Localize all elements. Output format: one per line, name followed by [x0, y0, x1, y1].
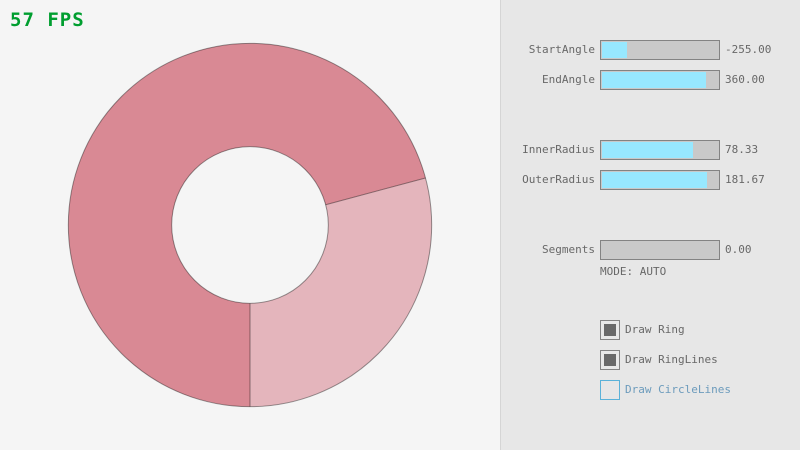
draw-ringlines-checkbox[interactable] [600, 350, 620, 370]
draw-ring-checkbox[interactable] [600, 320, 620, 340]
ring-segment [68, 43, 426, 407]
mode-label: MODE: AUTO [600, 265, 667, 278]
startangle-slider[interactable] [600, 40, 720, 60]
startangle-label: StartAngle [528, 43, 595, 56]
draw-circlelines-checkbox[interactable] [600, 380, 620, 400]
outerradius-slider-fill [602, 172, 708, 188]
ring-drawing [67, 42, 433, 408]
draw-ring-checkmark [604, 324, 616, 336]
endangle-slider[interactable] [600, 70, 720, 90]
innerradius-value: 78.33 [725, 143, 759, 156]
endangle-label: EndAngle [542, 73, 595, 86]
outerradius-label: OuterRadius [522, 173, 595, 186]
draw-ringlines-label: Draw RingLines [625, 353, 718, 366]
outerradius-slider[interactable] [600, 170, 720, 190]
innerradius-slider-fill [602, 142, 693, 158]
draw-ring-label: Draw Ring [625, 323, 685, 336]
startangle-value: -255.00 [725, 43, 772, 56]
ring-line [171, 146, 329, 304]
endangle-value: 360.00 [725, 73, 765, 86]
innerradius-label: InnerRadius [522, 143, 595, 156]
segments-label: Segments [542, 243, 595, 256]
ring-line [67, 42, 433, 408]
draw-circlelines-label: Draw CircleLines [625, 383, 731, 396]
draw-ringlines-checkmark [604, 354, 616, 366]
outerradius-value: 181.67 [725, 173, 765, 186]
segments-slider[interactable] [600, 240, 720, 260]
innerradius-slider[interactable] [600, 140, 720, 160]
segments-value: 0.00 [725, 243, 752, 256]
ring-segment [250, 177, 432, 407]
fps-counter: 57 FPS [10, 9, 85, 31]
endangle-slider-fill [602, 72, 707, 88]
startangle-slider-fill [602, 42, 628, 58]
ring-cap-line [325, 177, 426, 206]
